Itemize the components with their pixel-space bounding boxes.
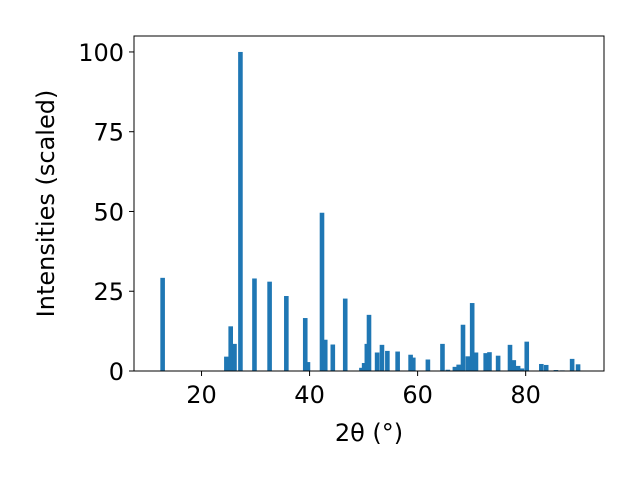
bar bbox=[465, 356, 471, 371]
bar bbox=[524, 341, 530, 371]
bar bbox=[395, 351, 400, 371]
bar bbox=[515, 365, 521, 371]
bar bbox=[483, 353, 488, 371]
bar bbox=[238, 51, 243, 371]
bar bbox=[361, 363, 367, 371]
bar bbox=[305, 362, 311, 371]
bar bbox=[366, 314, 372, 371]
bar bbox=[445, 369, 451, 371]
bar bbox=[460, 324, 466, 371]
bar bbox=[569, 358, 575, 371]
plot-frame bbox=[133, 35, 605, 372]
bar bbox=[228, 326, 233, 371]
bar bbox=[252, 278, 257, 371]
bar bbox=[511, 360, 517, 371]
bar bbox=[408, 354, 413, 371]
bar bbox=[359, 367, 364, 371]
bar bbox=[385, 350, 390, 371]
x-tick-label: 20 bbox=[186, 381, 217, 409]
bar bbox=[379, 344, 385, 371]
bar bbox=[456, 364, 461, 371]
bar bbox=[539, 363, 544, 371]
bar bbox=[469, 303, 475, 371]
bar bbox=[425, 359, 431, 371]
bar bbox=[473, 352, 479, 371]
bar bbox=[440, 343, 445, 371]
bar bbox=[507, 344, 513, 371]
bar bbox=[330, 344, 336, 371]
x-axis-ticks: 20 40 60 80 bbox=[186, 371, 541, 409]
bar bbox=[302, 318, 308, 371]
bar bbox=[322, 339, 328, 371]
x-tick-label: 80 bbox=[510, 381, 541, 409]
bar bbox=[342, 298, 348, 371]
y-tick-label: 50 bbox=[93, 198, 124, 226]
x-axis-label: 2θ (°) bbox=[335, 419, 403, 447]
bar bbox=[319, 212, 325, 371]
bar bbox=[487, 352, 492, 371]
bar bbox=[267, 281, 272, 371]
bar bbox=[160, 277, 165, 371]
bar bbox=[495, 355, 501, 371]
bars-group bbox=[160, 51, 581, 371]
x-tick-label: 40 bbox=[294, 381, 325, 409]
bar bbox=[452, 366, 458, 371]
y-tick-label: 100 bbox=[78, 39, 124, 67]
y-axis-label: Intensities (scaled) bbox=[32, 90, 60, 318]
y-axis-ticks: 0 25 50 75 100 bbox=[78, 39, 134, 386]
y-tick-label: 25 bbox=[93, 278, 124, 306]
y-tick-label: 0 bbox=[109, 358, 124, 386]
x-tick-label: 60 bbox=[402, 381, 433, 409]
bar bbox=[575, 364, 581, 371]
bar bbox=[374, 352, 380, 371]
bar bbox=[411, 357, 416, 371]
bar bbox=[543, 364, 549, 371]
bar bbox=[224, 356, 229, 371]
bar bbox=[232, 343, 237, 371]
bar bbox=[519, 368, 525, 371]
bar bbox=[284, 296, 289, 371]
y-tick-label: 75 bbox=[93, 119, 124, 147]
